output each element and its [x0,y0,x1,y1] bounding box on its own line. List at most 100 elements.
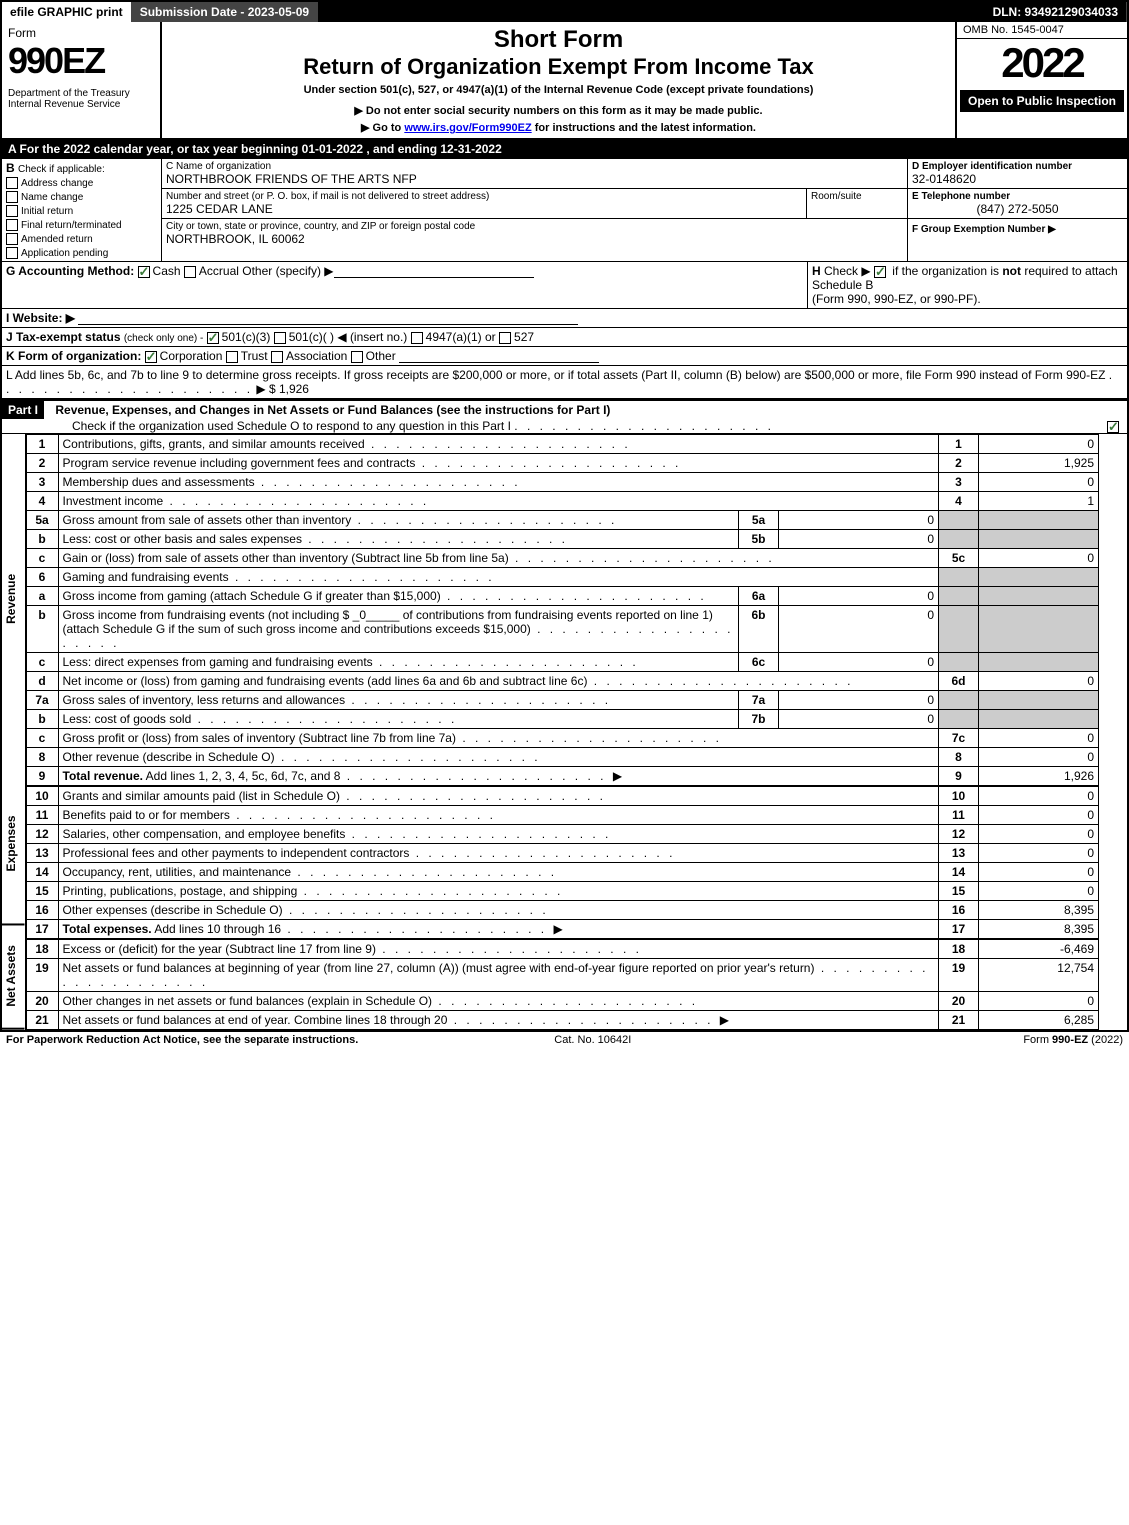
right-line-number: 14 [939,863,979,882]
part1-checkbox[interactable] [1107,421,1119,433]
right-line-number: 21 [939,1011,979,1030]
line-number: 2 [26,454,58,473]
k-assoc-checkbox[interactable] [271,351,283,363]
line-row: 16Other expenses (describe in Schedule O… [26,901,1099,920]
sub-line-number: 6c [739,653,779,672]
k-other-input[interactable] [399,349,599,363]
street-label: Number and street (or P. O. box, if mail… [166,191,802,202]
line-text: Gaming and fundraising events [58,568,939,587]
accrual-checkbox[interactable] [184,266,196,278]
line-row: 5aGross amount from sale of assets other… [26,511,1099,530]
line-text: Gross income from gaming (attach Schedul… [58,587,739,606]
city-row: City or town, state or province, country… [162,219,907,248]
box-b-item: Initial return [6,203,157,217]
j-label: J Tax-exempt status [6,330,121,344]
j-501c3-checkbox[interactable] [207,332,219,344]
website-label: I Website: ▶ [6,311,75,325]
other-input[interactable] [334,264,534,278]
grey-cell [979,653,1099,672]
grey-cell [979,606,1099,653]
city-label: City or town, state or province, country… [166,221,903,232]
line-row: 15Printing, publications, postage, and s… [26,882,1099,901]
footer: For Paperwork Reduction Act Notice, see … [0,1032,1129,1048]
box-b-checkbox[interactable] [6,191,18,203]
j-501c-checkbox[interactable] [274,332,286,344]
box-b-item: Final return/terminated [6,217,157,231]
line-number: c [26,729,58,748]
line-row: 10Grants and similar amounts paid (list … [26,786,1099,806]
room-label: Room/suite [811,191,903,202]
l-value: ▶ $ 1,926 [256,382,309,396]
sub-line-number: 7b [739,710,779,729]
right-line-value: 0 [979,473,1099,492]
cash-checkbox[interactable] [138,266,150,278]
box-b-checkbox[interactable] [6,205,18,217]
title-return: Return of Organization Exempt From Incom… [166,54,951,80]
right-line-value: 0 [979,729,1099,748]
sub-line-value: 0 [779,511,939,530]
grey-cell [939,710,979,729]
footer-right-b: 990-EZ [1052,1034,1088,1046]
j-527-checkbox[interactable] [499,332,511,344]
accrual-label: Accrual [199,264,239,278]
k-other-checkbox[interactable] [351,351,363,363]
goto-prefix: ▶ Go to [361,122,404,134]
right-line-number: 10 [939,786,979,806]
j-4947-checkbox[interactable] [411,332,423,344]
line-text: Contributions, gifts, grants, and simila… [58,435,939,454]
j-o4: 527 [514,330,534,344]
right-line-number: 6d [939,672,979,691]
sub-line-number: 5a [739,511,779,530]
line-number: 15 [26,882,58,901]
line-text: Less: direct expenses from gaming and fu… [58,653,739,672]
line-number: 5a [26,511,58,530]
line-row: 19Net assets or fund balances at beginni… [26,959,1099,992]
k-corp-checkbox[interactable] [145,351,157,363]
line-text: Grants and similar amounts paid (list in… [58,786,939,806]
k-trust-checkbox[interactable] [226,351,238,363]
submission-date: Submission Date - 2023-05-09 [132,2,318,22]
sub-line-value: 0 [779,710,939,729]
box-b-checkbox[interactable] [6,177,18,189]
h-checkbox[interactable] [874,266,886,278]
line-number: 6 [26,568,58,587]
city-value: NORTHBROOK, IL 60062 [166,232,903,246]
grey-cell [939,606,979,653]
line-row: 3Membership dues and assessments30 [26,473,1099,492]
line-text: Gain or (loss) from sale of assets other… [58,549,939,568]
line-number: d [26,672,58,691]
box-b-item-label: Amended return [21,234,93,245]
line-text: Net assets or fund balances at beginning… [58,959,939,992]
street-cell: Number and street (or P. O. box, if mail… [162,189,807,218]
box-b-checkbox[interactable] [6,247,18,259]
header-row: Form 990EZ Department of the Treasury In… [2,22,1127,140]
line-i: I Website: ▶ [2,309,1127,328]
line-g: G Accounting Method: Cash Accrual Other … [2,262,807,308]
line-number: 7a [26,691,58,710]
right-line-number: 16 [939,901,979,920]
line-gh: G Accounting Method: Cash Accrual Other … [2,262,1127,309]
box-b-label: B [6,161,15,175]
line-row: dNet income or (loss) from gaming and fu… [26,672,1099,691]
box-b-checkbox[interactable] [6,219,18,231]
lines-table: 1Contributions, gifts, grants, and simil… [26,434,1100,1030]
website-input[interactable] [78,311,578,325]
line-j: J Tax-exempt status (check only one) - 5… [2,328,1127,347]
box-b-checkbox[interactable] [6,233,18,245]
right-line-value: 8,395 [979,920,1099,940]
box-def: D Employer identification number 32-0148… [907,159,1127,261]
grey-cell [979,568,1099,587]
right-line-value: 0 [979,786,1099,806]
l-text: L Add lines 5b, 6c, and 7b to line 9 to … [6,368,1105,382]
line-text: Professional fees and other payments to … [58,844,939,863]
line-number: 10 [26,786,58,806]
header-mid: Short Form Return of Organization Exempt… [162,22,957,138]
line-row: 9Total revenue. Add lines 1, 2, 3, 4, 5c… [26,767,1099,787]
irs-link[interactable]: www.irs.gov/Form990EZ [404,122,531,134]
grey-cell [939,587,979,606]
box-b-item-label: Address change [21,178,93,189]
right-line-value: 0 [979,806,1099,825]
sub-line-number: 7a [739,691,779,710]
line-text: Occupancy, rent, utilities, and maintena… [58,863,939,882]
line-row: 18Excess or (deficit) for the year (Subt… [26,939,1099,959]
